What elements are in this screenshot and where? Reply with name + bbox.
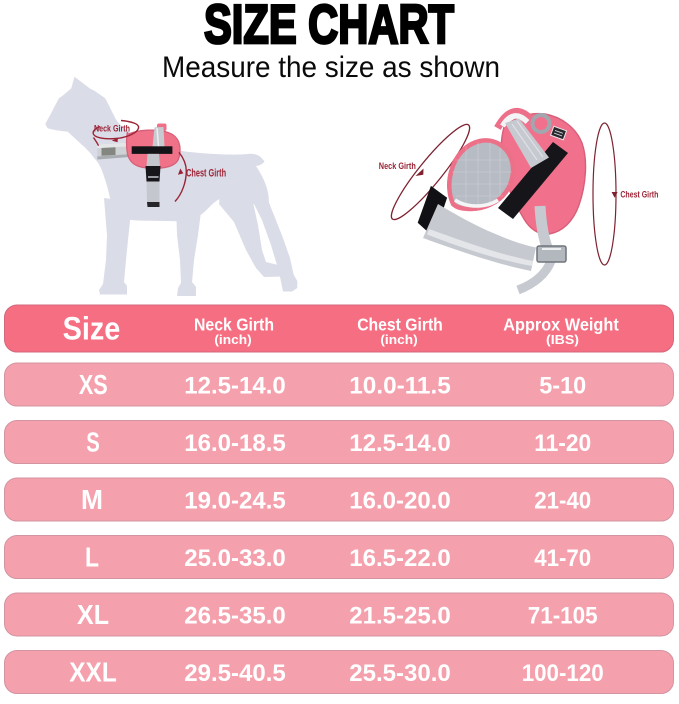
svg-text:12.5-14.0: 12.5-14.0 — [184, 373, 286, 400]
svg-text:71-105: 71-105 — [528, 603, 598, 630]
svg-text:Approx Weight: Approx Weight — [503, 315, 619, 335]
svg-text:5-10: 5-10 — [539, 373, 586, 400]
svg-text:12.5-14.0: 12.5-14.0 — [349, 430, 451, 457]
svg-text:L: L — [85, 542, 99, 573]
svg-text:M: M — [81, 484, 103, 515]
svg-text:Chest Girth: Chest Girth — [620, 190, 658, 201]
svg-text:29.5-40.5: 29.5-40.5 — [184, 660, 286, 687]
svg-text:Size: Size — [63, 311, 121, 347]
svg-text:XS: XS — [79, 369, 108, 400]
svg-text:100-120: 100-120 — [522, 660, 604, 687]
svg-text:Chest Girth: Chest Girth — [357, 315, 443, 335]
svg-text:Measure the size as shown: Measure the size as shown — [162, 51, 500, 84]
svg-text:19.0-24.5: 19.0-24.5 — [184, 488, 286, 515]
svg-text:SIZE CHART: SIZE CHART — [204, 0, 454, 55]
svg-text:21.5-25.0: 21.5-25.0 — [349, 603, 451, 630]
svg-text:16.5-22.0: 16.5-22.0 — [349, 545, 451, 572]
svg-text:(IBS): (IBS) — [546, 332, 579, 347]
svg-text:26.5-35.0: 26.5-35.0 — [184, 603, 286, 630]
svg-text:41-70: 41-70 — [534, 545, 591, 572]
svg-text:S: S — [86, 427, 100, 458]
svg-text:(inch): (inch) — [214, 332, 251, 347]
svg-text:Chest Girth: Chest Girth — [186, 167, 226, 179]
svg-text:(inch): (inch) — [380, 332, 417, 347]
svg-text:10.0-11.5: 10.0-11.5 — [349, 373, 451, 400]
svg-text:25.5-30.0: 25.5-30.0 — [349, 660, 451, 687]
svg-text:16.0-18.5: 16.0-18.5 — [184, 430, 286, 457]
svg-text:Neck Girth: Neck Girth — [379, 161, 416, 172]
svg-text:Neck Girth: Neck Girth — [194, 315, 274, 335]
svg-text:25.0-33.0: 25.0-33.0 — [184, 545, 286, 572]
svg-text:11-20: 11-20 — [534, 430, 591, 457]
svg-text:XXL: XXL — [69, 657, 117, 688]
svg-text:21-40: 21-40 — [534, 488, 591, 515]
svg-text:Neck Girth: Neck Girth — [94, 124, 130, 135]
svg-text:16.0-20.0: 16.0-20.0 — [349, 488, 451, 515]
svg-text:XL: XL — [77, 599, 109, 630]
